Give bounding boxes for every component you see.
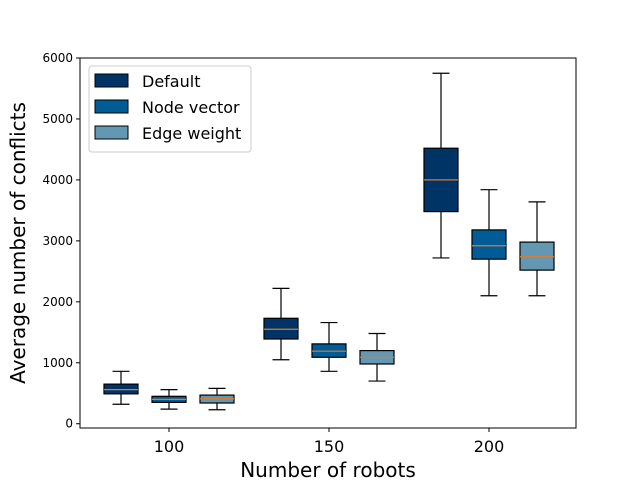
iqr-box — [311, 343, 347, 358]
y-axis: 0 1000 2000 3000 4000 5000 6000 — [42, 51, 80, 431]
legend: Default Node vector Edge weight — [88, 65, 252, 153]
boxes-layer — [103, 72, 555, 411]
x-tick-label: 150 — [314, 437, 345, 456]
legend-label-edge-weight: Edge weight — [142, 124, 241, 143]
legend-frame — [88, 65, 252, 153]
legend-label-node-vector: Node vector — [142, 98, 240, 117]
iqr-box — [519, 241, 555, 271]
y-tick-label: 5000 — [42, 112, 73, 126]
y-tick-label: 4000 — [42, 173, 73, 187]
box-edge-weight-100 — [199, 387, 235, 411]
y-tick-label: 0 — [65, 417, 73, 431]
x-tick-label: 100 — [154, 437, 185, 456]
iqr-box — [103, 383, 139, 395]
legend-label-default: Default — [142, 72, 200, 91]
box-node-vector-200 — [471, 189, 507, 297]
iqr-box — [263, 317, 299, 340]
y-tick-label: 3000 — [42, 234, 73, 248]
plot-frame — [79, 57, 577, 429]
iqr-box — [471, 229, 507, 260]
y-tick-label: 2000 — [42, 295, 73, 309]
y-tick-label: 6000 — [42, 51, 73, 65]
y-axis-title: Average number of conflicts — [6, 102, 30, 384]
legend-swatch-edge-weight — [94, 125, 129, 140]
legend-swatch-node-vector — [94, 99, 129, 114]
x-tick-label: 200 — [474, 437, 505, 456]
box-default-150 — [263, 287, 299, 361]
box-default-100 — [103, 370, 139, 405]
box-edge-weight-200 — [519, 201, 555, 297]
box-node-vector-150 — [311, 321, 347, 372]
x-axis-title: Number of robots — [240, 458, 416, 480]
x-axis: 100 150 200 — [154, 428, 505, 456]
box-edge-weight-150 — [359, 332, 395, 382]
y-tick-label: 1000 — [42, 356, 73, 370]
box-node-vector-100 — [151, 388, 187, 410]
legend-swatch-default — [94, 73, 129, 88]
box-default-200 — [423, 72, 459, 259]
